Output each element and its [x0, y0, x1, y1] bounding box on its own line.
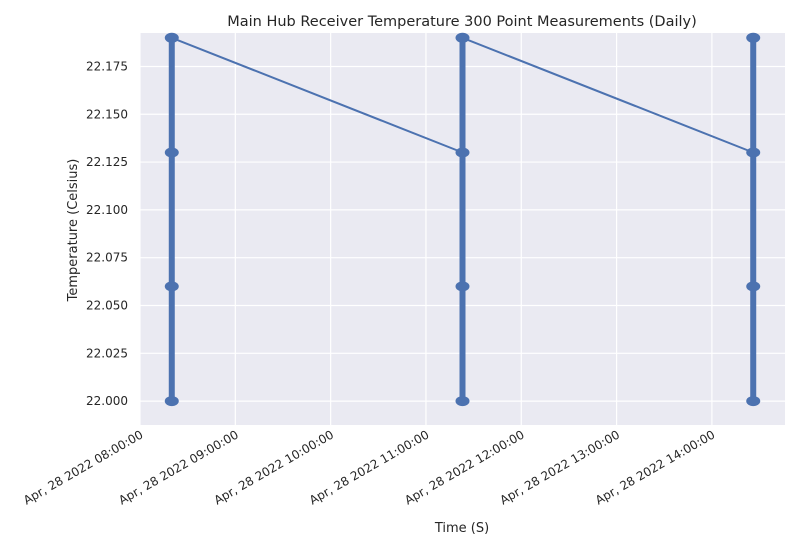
y-tick-label: 22.000 [86, 394, 128, 408]
series-group [164, 32, 761, 407]
y-tick-label: 22.075 [86, 251, 128, 265]
data-point [746, 32, 761, 43]
data-point [455, 396, 470, 407]
data-point [455, 147, 470, 158]
y-tick-labels: 22.000 22.025 22.050 22.075 22.100 22.125 22.1… [86, 59, 128, 408]
chart-title: Main Hub Receiver Temperature 300 Point … [227, 14, 697, 30]
y-tick-label: 22.125 [86, 155, 128, 169]
data-point [164, 147, 179, 158]
data-point [746, 396, 761, 407]
data-point [746, 281, 761, 292]
y-axis-label: Temperature (Celsius) [66, 159, 81, 303]
data-point [164, 281, 179, 292]
data-point [455, 32, 470, 43]
y-tick-label: 22.050 [86, 298, 128, 312]
data-point [164, 396, 179, 407]
x-axis-label: Time (S) [434, 521, 489, 536]
y-tick-label: 22.150 [86, 107, 128, 121]
data-point [164, 32, 179, 43]
data-point [746, 147, 761, 158]
y-tick-label: 22.175 [86, 59, 128, 73]
data-point [455, 281, 470, 292]
y-tick-label: 22.025 [86, 346, 128, 360]
y-tick-label: 22.100 [86, 203, 128, 217]
x-gridlines [139, 33, 713, 425]
